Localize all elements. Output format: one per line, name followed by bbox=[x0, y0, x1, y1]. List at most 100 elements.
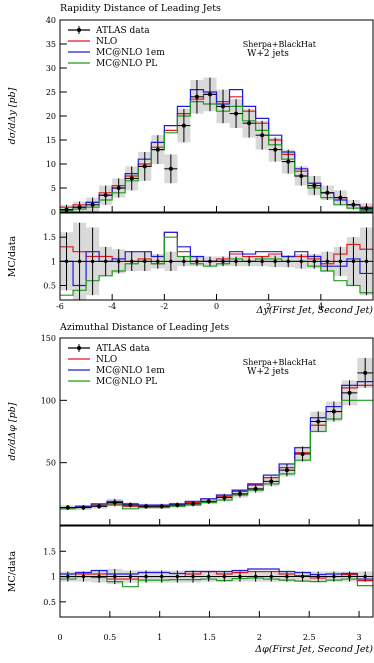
y-tick-label: 15 bbox=[46, 136, 56, 145]
ratio-y-axis-label: MC/data bbox=[7, 235, 18, 277]
y-tick-label: 0 bbox=[51, 208, 56, 217]
data-point bbox=[175, 503, 180, 508]
legend-label: MC@NLO 1em bbox=[96, 48, 165, 58]
ratio-y-axis-label: MC/data bbox=[7, 550, 18, 592]
data-point bbox=[194, 94, 199, 99]
panel-title: Rapidity Distance of Leading Jets bbox=[60, 3, 221, 14]
data-point bbox=[103, 193, 108, 198]
data-point bbox=[112, 500, 117, 505]
data-point bbox=[237, 491, 242, 496]
y-axis-label: dσ/dΔy [pb] bbox=[7, 87, 18, 144]
legend-label: ATLAS data bbox=[95, 26, 150, 36]
x-tick-label: 0 bbox=[214, 302, 219, 311]
y-tick-label: 35 bbox=[46, 40, 56, 49]
process-label: W+2 jets bbox=[247, 367, 289, 377]
x-tick-label: 0.5 bbox=[103, 633, 116, 642]
ratio-line-mc-nlo-1em bbox=[60, 568, 373, 580]
data-point bbox=[206, 499, 211, 504]
data-point bbox=[144, 504, 149, 509]
panel-title: Azimuthal Distance of Leading Jets bbox=[59, 322, 229, 333]
y-tick-label: 100 bbox=[41, 396, 56, 405]
data-point bbox=[351, 202, 356, 207]
x-tick-label: -4 bbox=[108, 302, 116, 311]
y-tick-label: 30 bbox=[46, 64, 56, 73]
y-tick-label: 50 bbox=[46, 459, 56, 468]
x-tick-label: 3 bbox=[356, 633, 361, 642]
data-point bbox=[191, 501, 196, 506]
y-tick-label: 40 bbox=[46, 16, 56, 25]
data-point bbox=[159, 504, 164, 509]
data-point bbox=[269, 479, 274, 484]
x-axis-label: Δy(First Jet, Second Jet) bbox=[256, 305, 374, 316]
data-point bbox=[347, 390, 352, 395]
data-point bbox=[300, 451, 305, 456]
data-point bbox=[325, 190, 330, 195]
generator-label: Sherpa+BlackHat bbox=[243, 40, 317, 49]
main-plot-frame bbox=[59, 337, 374, 526]
ratio-y-tick-label: 1.5 bbox=[43, 233, 56, 242]
legend-label: ATLAS data bbox=[95, 344, 150, 354]
legend-label: MC@NLO 1em bbox=[96, 366, 165, 376]
ratio-line-nlo bbox=[60, 570, 373, 582]
data-point bbox=[284, 468, 289, 473]
panel-1: Rapidity Distance of Leading Jets0510152… bbox=[7, 3, 374, 316]
data-point bbox=[364, 206, 369, 211]
data-point bbox=[312, 183, 317, 188]
legend-label: NLO bbox=[96, 355, 117, 365]
process-label: W+2 jets bbox=[247, 49, 289, 59]
data-point bbox=[142, 164, 147, 169]
series-line-mc-nlo-pl bbox=[60, 101, 373, 212]
y-tick-label: 5 bbox=[51, 184, 56, 193]
x-tick-label: 2.5 bbox=[303, 633, 316, 642]
data-point bbox=[253, 486, 258, 491]
data-point bbox=[338, 195, 343, 200]
legend-label: NLO bbox=[96, 37, 117, 47]
data-point bbox=[77, 205, 82, 210]
ratio-y-tick-label: 0.5 bbox=[43, 282, 56, 291]
data-point bbox=[116, 186, 121, 190]
panel-2: Azimuthal Distance of Leading Jets 50 100 1… bbox=[7, 322, 374, 655]
y-axis-label: dσ/dΔφ [pb] bbox=[7, 402, 18, 460]
data-point bbox=[286, 159, 291, 164]
ratio-y-tick-label: 1 bbox=[51, 573, 56, 582]
y-tick-label: 20 bbox=[46, 112, 56, 121]
data-point bbox=[234, 111, 239, 116]
x-tick-label: 1 bbox=[157, 633, 162, 642]
legend-label: MC@NLO PL bbox=[96, 59, 157, 69]
data-point bbox=[363, 370, 368, 375]
series-line-mc-nlo-1em bbox=[60, 381, 373, 509]
x-tick-label: 2 bbox=[266, 302, 271, 311]
ratio-plot-frame bbox=[59, 525, 374, 618]
series-line-mc-nlo-1em bbox=[60, 89, 373, 211]
data-point bbox=[155, 147, 160, 152]
data-point bbox=[260, 133, 265, 138]
x-tick-label: 4 bbox=[318, 302, 323, 311]
data-point bbox=[128, 503, 133, 508]
y-tick-label: 150 bbox=[41, 334, 56, 343]
x-tick-label: 1.5 bbox=[203, 633, 216, 642]
data-point bbox=[247, 121, 252, 126]
data-point bbox=[207, 92, 212, 97]
data-point bbox=[181, 123, 186, 128]
y-tick-label: 25 bbox=[46, 88, 56, 97]
x-axis-label: Δφ(First Jet, Second Jet) bbox=[254, 644, 373, 655]
ratio-y-tick-label: 1 bbox=[51, 257, 56, 266]
data-point bbox=[316, 419, 321, 424]
x-tick-label: -6 bbox=[56, 302, 64, 311]
x-tick-label: -2 bbox=[160, 302, 168, 311]
data-point bbox=[129, 176, 134, 181]
data-point bbox=[81, 505, 86, 510]
data-point bbox=[97, 504, 102, 509]
legend-label: MC@NLO PL bbox=[96, 377, 157, 387]
y-tick-label: 10 bbox=[46, 160, 56, 169]
data-point bbox=[299, 174, 304, 178]
data-point bbox=[221, 104, 226, 109]
data-point bbox=[65, 505, 70, 510]
data-point bbox=[64, 207, 69, 212]
data-point bbox=[168, 166, 173, 171]
generator-label: Sherpa+BlackHat bbox=[243, 358, 317, 367]
ratio-line-mc-nlo-pl bbox=[60, 236, 373, 296]
data-point bbox=[331, 409, 336, 414]
